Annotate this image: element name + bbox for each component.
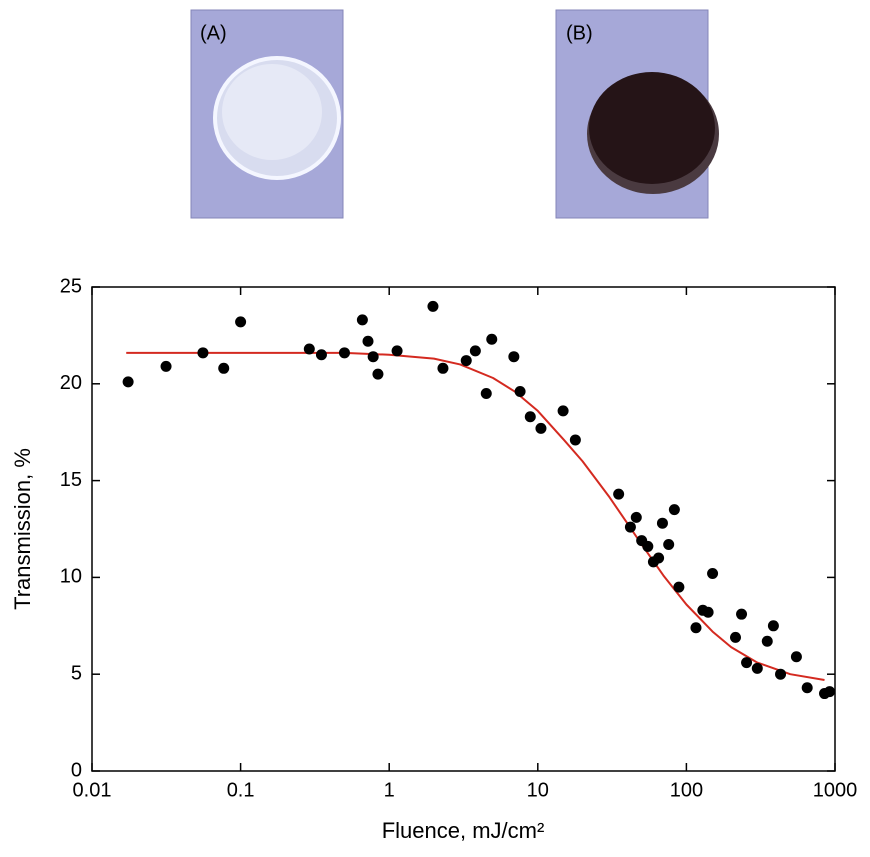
data-point	[569, 434, 581, 446]
x-tick-label: 0.01	[73, 779, 112, 801]
dark-disk	[589, 72, 715, 184]
data-point	[668, 504, 680, 516]
data-point	[690, 622, 702, 634]
data-point	[460, 355, 472, 367]
data-point	[514, 386, 526, 398]
data-point	[663, 538, 675, 550]
data-point	[630, 511, 642, 523]
data-point	[197, 347, 209, 359]
data-point	[218, 362, 230, 374]
disk-highlight	[222, 64, 322, 160]
plot-frame	[91, 286, 836, 772]
data-point	[557, 405, 569, 417]
y-tick-label: 15	[60, 469, 82, 491]
data-point	[437, 362, 449, 374]
data-point	[642, 540, 654, 552]
data-point	[427, 300, 439, 312]
y-tick-label: 5	[71, 662, 82, 684]
x-tick-label: 100	[670, 779, 703, 801]
data-point	[535, 422, 547, 434]
data-point	[122, 376, 134, 388]
data-point	[338, 347, 350, 359]
x-tick-label: 0.1	[227, 779, 255, 801]
y-tick-label: 10	[60, 566, 82, 588]
data-point	[729, 631, 741, 643]
data-point	[751, 662, 763, 674]
data-point	[613, 488, 625, 500]
x-axis-title: Fluence, mJ/cm²	[382, 818, 545, 843]
y-axis-title: Transmission, %	[10, 448, 35, 610]
data-point	[624, 521, 636, 533]
data-point	[824, 686, 836, 698]
data-point	[775, 668, 787, 680]
data-point	[524, 411, 536, 423]
x-tick-label: 10	[527, 779, 549, 801]
data-point	[656, 517, 668, 529]
fit-line	[126, 351, 825, 681]
data-point	[508, 351, 520, 363]
data-point	[315, 349, 327, 361]
data-point	[235, 316, 247, 328]
panel-a: (A)	[190, 9, 344, 219]
data-point	[761, 635, 773, 647]
data-point	[372, 368, 384, 380]
x-tick-label: 1000	[813, 779, 858, 801]
data-point	[356, 314, 368, 326]
data-point	[367, 351, 379, 363]
data-point	[160, 360, 172, 372]
data-point	[486, 333, 498, 345]
data-point	[736, 608, 748, 620]
data-point	[767, 620, 779, 632]
data-point	[391, 345, 403, 357]
panel-b: (B)	[555, 9, 719, 219]
data-point	[801, 682, 813, 694]
data-point	[653, 552, 665, 564]
data-point	[741, 657, 753, 669]
data-point	[790, 651, 802, 663]
data-point	[673, 581, 685, 593]
y-tick-label: 20	[60, 372, 82, 394]
data-point	[480, 387, 492, 399]
y-tick-label: 25	[60, 275, 82, 297]
panel-label: (A)	[200, 22, 227, 44]
y-tick-label: 0	[71, 759, 82, 781]
data-point	[469, 345, 481, 357]
data-point	[303, 343, 315, 355]
x-tick-label: 1	[384, 779, 395, 801]
data-point	[707, 568, 719, 580]
data-point	[362, 335, 374, 347]
data-point	[702, 606, 714, 618]
panel-label: (B)	[566, 22, 593, 44]
